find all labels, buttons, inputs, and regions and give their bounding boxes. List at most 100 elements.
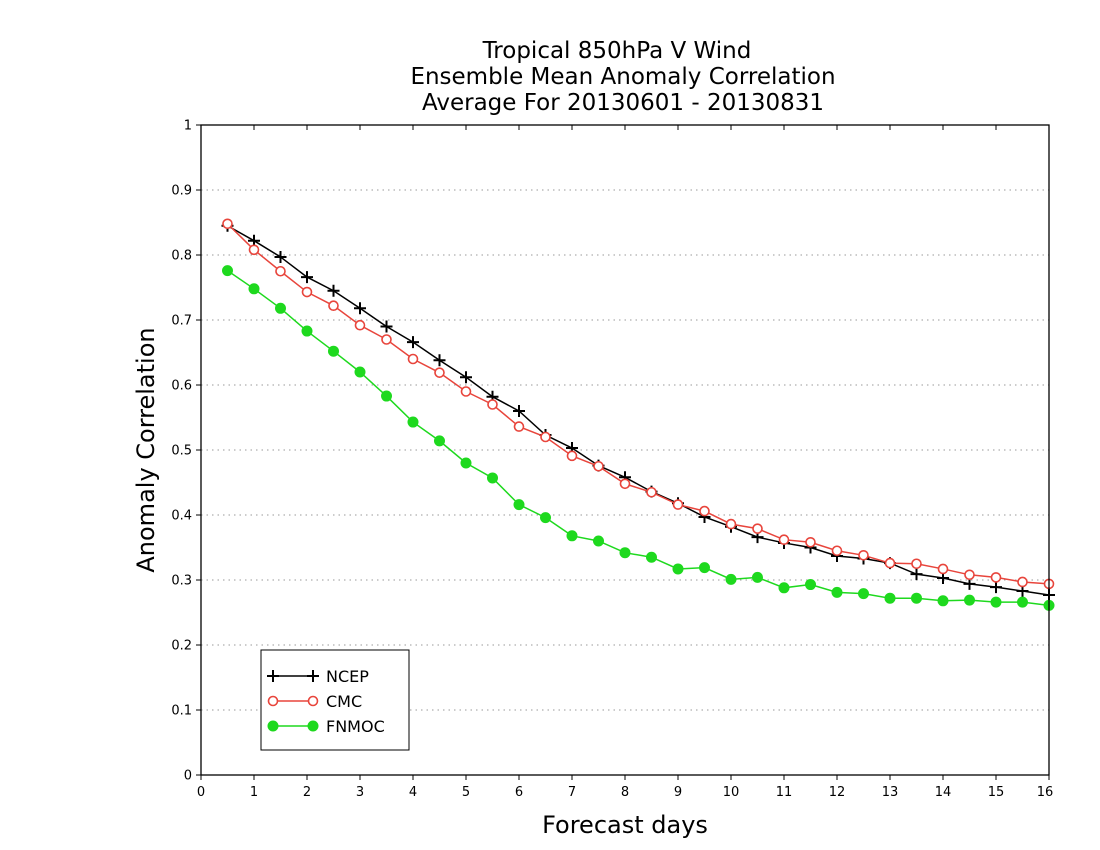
data-point-cmc <box>407 353 419 365</box>
data-point-fnmoc <box>540 512 551 524</box>
data-point-cmc <box>513 421 525 432</box>
legend-box <box>260 649 410 751</box>
x-tick-label: 13 <box>882 785 899 800</box>
data-point-fnmoc <box>460 457 472 469</box>
series-ncep <box>221 219 1055 601</box>
chart-title-line-3: Average For 20130601 - 20130831 <box>422 90 824 116</box>
x-tick-label: 1 <box>250 785 258 800</box>
x-tick-label: 9 <box>674 785 682 800</box>
data-point-cmc <box>248 244 260 256</box>
data-point-cmc <box>460 386 472 397</box>
data-point-fnmoc <box>275 302 286 314</box>
data-point-fnmoc <box>328 345 339 357</box>
x-tick-label: 0 <box>197 785 205 800</box>
data-point-cmc <box>381 334 392 345</box>
y-tick-label: 0.7 <box>171 314 192 329</box>
data-point-fnmoc <box>593 535 604 547</box>
data-point-ncep <box>407 336 419 349</box>
data-point-fnmoc <box>646 551 657 563</box>
data-point-ncep <box>910 568 923 581</box>
chart-title: Tropical 850hPa V Wind Ensemble Mean Ano… <box>410 38 835 116</box>
legend-item-ncep: NCEP <box>267 667 369 686</box>
data-point-fnmoc <box>911 592 922 604</box>
data-point-cmc <box>593 460 604 472</box>
series-lines <box>221 218 1055 611</box>
x-tick-label: 10 <box>723 785 740 800</box>
data-point-cmc <box>646 486 657 498</box>
axis-ticks: 00.10.20.30.40.50.60.70.80.910 1 2 3 4 5 6 7 8 9 1… <box>171 119 1053 801</box>
legend-item-cmc: CMC <box>267 692 362 711</box>
data-point-cmc <box>778 534 790 546</box>
y-tick-label: 0.3 <box>171 574 192 589</box>
data-point-cmc <box>831 545 843 557</box>
data-point-cmc <box>858 549 869 561</box>
data-point-fnmoc <box>301 325 313 337</box>
data-point-cmc <box>672 499 684 510</box>
y-tick-label: 0.2 <box>171 639 192 654</box>
data-point-fnmoc <box>752 571 763 583</box>
data-point-cmc <box>434 367 445 378</box>
data-point-fnmoc <box>381 390 392 402</box>
data-point-fnmoc <box>566 530 578 542</box>
series-line-fnmoc <box>227 269 1050 607</box>
data-point-ncep <box>301 271 313 284</box>
data-point-cmc <box>884 557 896 569</box>
legend-label-fnmoc: FNMOC <box>326 717 385 736</box>
y-tick-label: 0.5 <box>171 444 192 459</box>
x-tick-label: 2 <box>303 785 311 800</box>
data-point-cmc <box>354 319 366 331</box>
legend-item-fnmoc: FNMOC <box>267 717 385 736</box>
data-point-cmc <box>725 518 737 530</box>
data-point-ncep <box>990 581 1002 594</box>
legend-label-ncep: NCEP <box>326 667 369 686</box>
series-line-cmc <box>226 223 1050 585</box>
data-point-fnmoc <box>222 265 233 277</box>
x-tick-label: 15 <box>988 785 1005 800</box>
x-tick-label: 6 <box>515 785 523 800</box>
x-axis-title: Forecast days <box>542 811 708 839</box>
legend-marker-fnmoc <box>267 720 279 732</box>
x-tick-label: 8 <box>621 785 629 800</box>
x-tick-label: 5 <box>462 785 470 800</box>
legend-marker-ncep <box>267 670 279 682</box>
data-point-cmc <box>699 505 710 517</box>
data-point-fnmoc <box>778 582 790 594</box>
data-point-ncep <box>354 302 366 315</box>
chart-title-line-2: Ensemble Mean Anomaly Correlation <box>410 64 835 90</box>
data-point-fnmoc <box>434 435 445 447</box>
y-tick-label: 0.1 <box>171 704 192 719</box>
data-point-cmc <box>487 399 498 410</box>
series-line-ncep <box>227 225 1050 596</box>
data-point-fnmoc <box>805 579 816 591</box>
data-point-cmc <box>752 523 763 534</box>
data-point-cmc <box>275 265 286 277</box>
x-tick-label: 3 <box>356 785 364 800</box>
legend: NCEP CMC FNMOC <box>260 649 410 751</box>
data-point-fnmoc <box>831 586 843 598</box>
series-cmc <box>222 218 1055 590</box>
series-fnmoc <box>222 265 1055 611</box>
data-point-fnmoc <box>699 562 710 574</box>
y-tick-label: 0.4 <box>171 509 192 524</box>
data-point-cmc <box>619 478 631 490</box>
data-point-fnmoc <box>990 596 1002 608</box>
data-point-fnmoc <box>858 588 869 600</box>
data-point-fnmoc <box>354 366 366 378</box>
y-gridlines <box>201 189 1049 711</box>
x-tick-label: 7 <box>568 785 576 800</box>
data-point-cmc <box>222 218 233 230</box>
data-point-fnmoc <box>672 563 684 575</box>
chart-title-line-1: Tropical 850hPa V Wind <box>482 38 752 64</box>
data-point-cmc <box>540 431 551 443</box>
data-point-fnmoc <box>725 573 737 585</box>
data-point-fnmoc <box>248 283 260 295</box>
data-point-ncep <box>274 250 287 263</box>
y-axis-title: Anomaly Correlation <box>132 327 160 572</box>
y-tick-label: 0 <box>184 769 192 784</box>
data-point-ncep <box>433 354 446 367</box>
data-point-cmc <box>301 286 313 298</box>
y-tick-label: 0.6 <box>171 379 192 394</box>
data-point-fnmoc <box>964 594 975 606</box>
data-point-fnmoc <box>1017 596 1028 608</box>
